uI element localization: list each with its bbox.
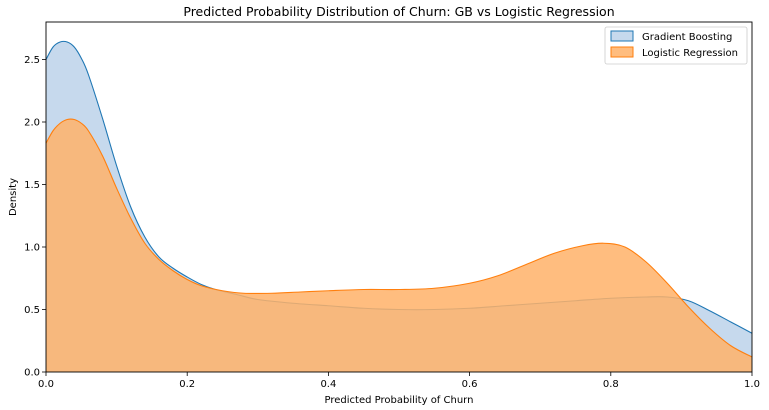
chart-title: Predicted Probability Distribution of Ch… (183, 4, 614, 19)
series-layer (45, 40, 753, 373)
y-tick-label: 1.0 (24, 243, 40, 254)
legend-label-logistic-regression: Logistic Regression (642, 48, 738, 59)
y-tick-label: 0.5 (24, 305, 40, 316)
line-logistic-regression (45, 118, 753, 358)
x-tick-label: 0.6 (462, 379, 478, 390)
legend-swatch-logistic-regression (610, 46, 634, 58)
x-tick-label: 0.0 (38, 379, 54, 390)
y-tick-label: 1.5 (24, 180, 40, 191)
plot-frame (45, 21, 753, 373)
x-tick-label: 1.0 (744, 379, 760, 390)
x-tick-label: 0.2 (179, 379, 195, 390)
legend-box (604, 26, 748, 65)
x-tick-label: 0.4 (320, 379, 336, 390)
y-tick-label: 2.5 (24, 55, 40, 66)
y-axis-label: Density (8, 178, 19, 216)
axis-layer: 0.0 0.2 0.4 0.6 0.8 1.0 0.0 0.5 1.0 1.5 2.0 2.5 (24, 55, 760, 390)
x-tick-label: 0.8 (603, 379, 619, 390)
y-tick-label: 2.0 (24, 118, 40, 129)
legend-label-gradient-boosting: Gradient Boosting (642, 32, 732, 43)
legend: Gradient Boosting Logistic Regression (604, 26, 748, 65)
y-tick-label: 0.0 (24, 368, 40, 379)
area-logistic-regression (46, 119, 752, 373)
x-axis-label: Predicted Probability of Churn (325, 395, 474, 406)
legend-swatch-gradient-boosting (610, 30, 634, 42)
